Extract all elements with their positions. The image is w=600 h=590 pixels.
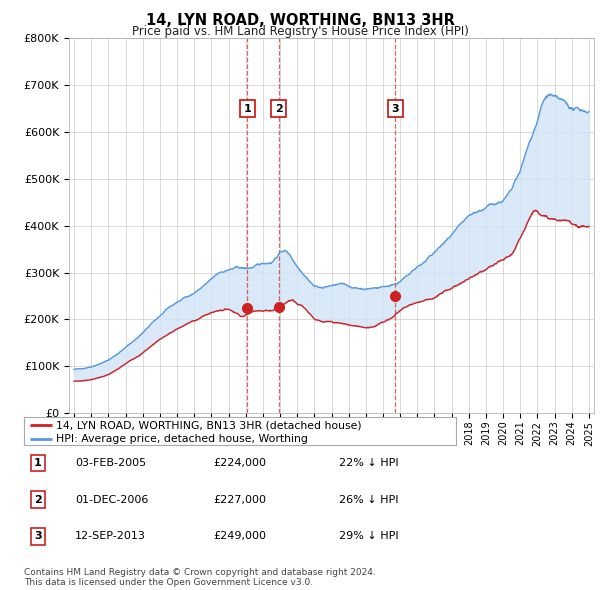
Text: 3: 3: [34, 532, 41, 541]
Text: 29% ↓ HPI: 29% ↓ HPI: [339, 532, 398, 541]
Text: 22% ↓ HPI: 22% ↓ HPI: [339, 458, 398, 468]
Text: 14, LYN ROAD, WORTHING, BN13 3HR (detached house): 14, LYN ROAD, WORTHING, BN13 3HR (detach…: [56, 420, 362, 430]
Text: £224,000: £224,000: [213, 458, 266, 468]
Text: HPI: Average price, detached house, Worthing: HPI: Average price, detached house, Wort…: [56, 434, 308, 444]
Text: 12-SEP-2013: 12-SEP-2013: [75, 532, 146, 541]
Text: 1: 1: [243, 104, 251, 114]
Text: 2: 2: [275, 104, 283, 114]
Text: Price paid vs. HM Land Registry's House Price Index (HPI): Price paid vs. HM Land Registry's House …: [131, 25, 469, 38]
Text: 1: 1: [34, 458, 41, 468]
Text: Contains HM Land Registry data © Crown copyright and database right 2024.
This d: Contains HM Land Registry data © Crown c…: [24, 568, 376, 587]
Text: 2: 2: [34, 495, 41, 504]
Text: 01-DEC-2006: 01-DEC-2006: [75, 495, 148, 504]
Text: £249,000: £249,000: [213, 532, 266, 541]
Text: 03-FEB-2005: 03-FEB-2005: [75, 458, 146, 468]
Text: 3: 3: [391, 104, 399, 114]
Text: 26% ↓ HPI: 26% ↓ HPI: [339, 495, 398, 504]
Text: 14, LYN ROAD, WORTHING, BN13 3HR: 14, LYN ROAD, WORTHING, BN13 3HR: [146, 13, 454, 28]
Text: £227,000: £227,000: [213, 495, 266, 504]
